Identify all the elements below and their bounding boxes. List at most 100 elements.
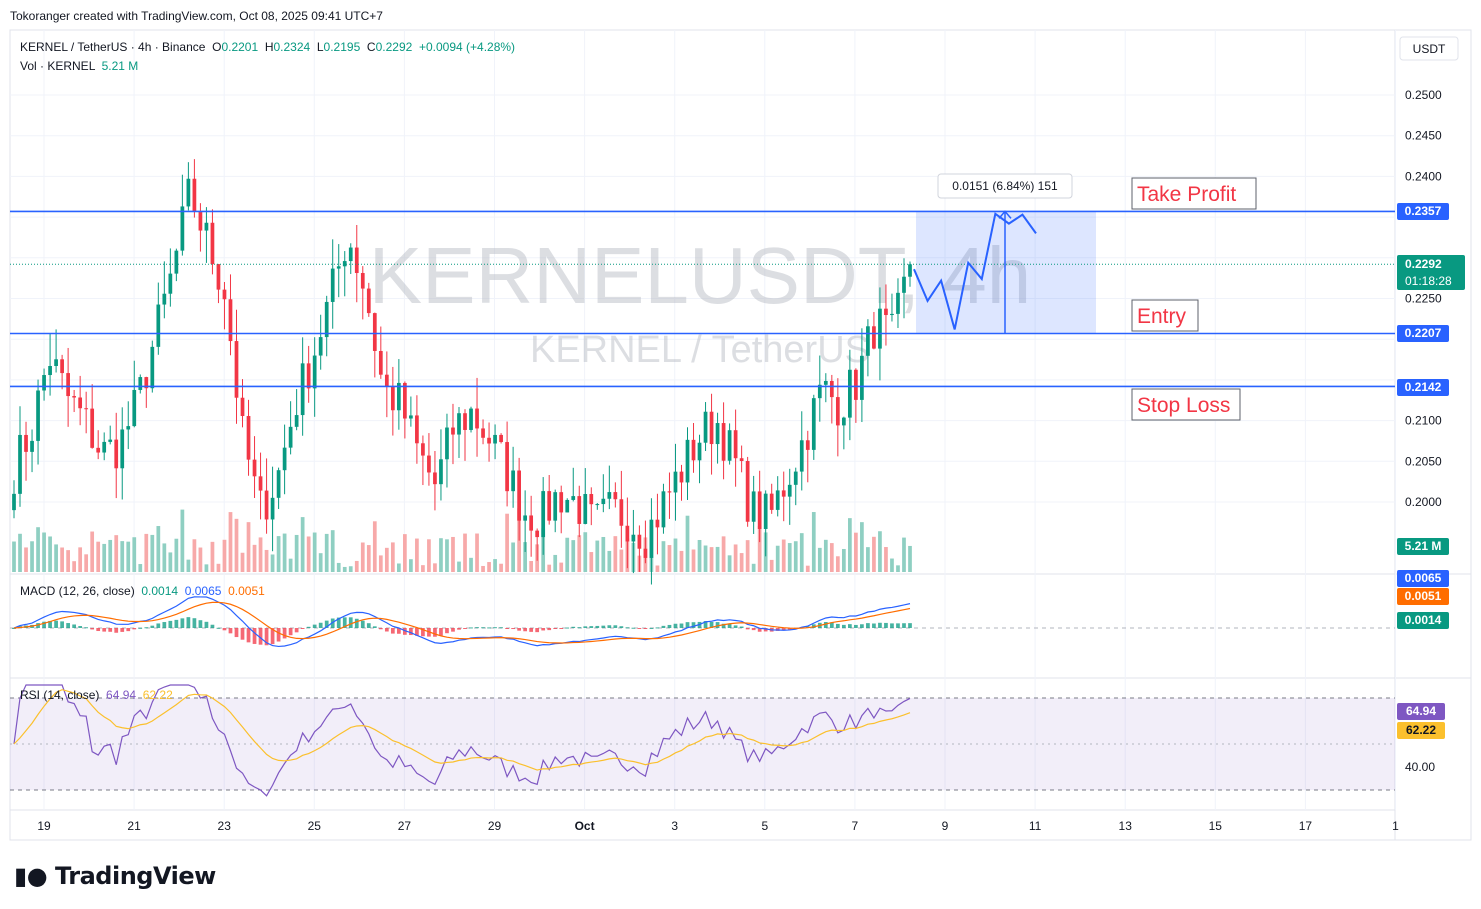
volume-bar <box>848 518 852 572</box>
time-tick-label: 19 <box>37 819 51 833</box>
countdown-text: 01:18:28 <box>1405 274 1452 288</box>
macd-hist-bar <box>745 628 750 630</box>
take-profit-label-box[interactable] <box>1131 177 1257 210</box>
macd-hist-bar <box>529 628 534 632</box>
symbol-name[interactable]: KERNEL / TetherUS · 4h · Binance <box>20 40 206 54</box>
candle-body <box>860 355 864 400</box>
rsi-legend-value: 64.94 <box>106 688 137 702</box>
candle-body <box>547 491 552 521</box>
volume-bar <box>571 540 576 572</box>
volume-bar <box>204 564 209 572</box>
rsi-band <box>10 698 1395 790</box>
volume-bar <box>697 539 702 572</box>
volume-bar <box>908 545 912 572</box>
macd-legend-label[interactable]: MACD (12, 26, close) <box>20 584 135 598</box>
watermark-main: KERNELUSDT, 4h <box>369 231 1031 320</box>
tradingview-logo[interactable]: ▮● TradingView <box>14 862 216 890</box>
volume-bar <box>300 517 305 572</box>
candle-body <box>685 439 690 483</box>
projection-box[interactable] <box>916 211 1096 334</box>
measure-tool[interactable] <box>998 210 1012 334</box>
candle-body <box>535 530 540 538</box>
macd-hist-bar <box>457 628 461 630</box>
macd-hist-bar <box>258 628 263 645</box>
candle-body <box>890 313 894 316</box>
take-profit-price-text: 0.2357 <box>1405 204 1442 218</box>
candle-body <box>126 426 131 430</box>
volume-bar <box>896 565 900 572</box>
volume-bar <box>655 565 660 572</box>
macd-hist-bar <box>120 628 125 632</box>
candle-body <box>36 390 40 441</box>
macd-hist-bar <box>481 627 485 629</box>
macd-hist-bar <box>84 627 89 629</box>
low-label: L <box>316 40 324 54</box>
stop-loss-label-box[interactable] <box>1131 388 1241 421</box>
candle-body <box>908 264 912 277</box>
macd-hist-bar <box>589 626 594 628</box>
measure-label: 0.0151 (6.84%) 151 <box>952 179 1058 193</box>
macd-hist-bar <box>300 628 305 629</box>
volume-bar <box>469 557 473 572</box>
rsi-legend-label[interactable]: RSI (14, close) <box>20 688 100 702</box>
candle-body <box>691 439 696 461</box>
volume-label[interactable]: Vol · KERNEL <box>20 59 95 73</box>
rsi-tag-text: 64.94 <box>1406 704 1436 718</box>
candle-body <box>378 350 383 375</box>
macd-hist-bar <box>896 623 900 628</box>
time-tick-label: 29 <box>488 819 502 833</box>
macd-hist-bar <box>288 628 293 636</box>
candle-body <box>829 380 834 398</box>
currency-button[interactable] <box>1399 36 1459 61</box>
macd-hist-bar <box>102 628 107 632</box>
candle-body <box>192 178 197 213</box>
volume-bar <box>312 532 317 572</box>
candle-body <box>108 439 113 442</box>
volume-bar <box>72 561 76 572</box>
volume-bar <box>90 531 95 572</box>
tradingview-logo-text: TradingView <box>55 862 216 890</box>
candle-body <box>457 413 461 435</box>
macd-hist-bar <box>511 628 515 630</box>
macd-hist-bar <box>228 628 233 634</box>
candle-body <box>54 359 58 367</box>
volume-bar <box>547 564 552 572</box>
macd-hist-bar <box>240 628 245 640</box>
volume-bar <box>817 547 822 572</box>
volume-bar <box>240 552 245 572</box>
volume-bar <box>276 536 281 572</box>
macd-hist-bar <box>854 624 858 628</box>
macd-hist-bar <box>595 625 600 628</box>
candle-body <box>559 492 564 513</box>
candle-body <box>396 382 401 411</box>
volume-bar <box>198 547 203 572</box>
macd-hist-bar <box>439 628 443 636</box>
candle-body <box>577 496 582 524</box>
macd-hist-bar <box>541 628 546 631</box>
volume-bar <box>54 544 58 572</box>
candle-body <box>300 363 305 416</box>
volume-bar <box>499 563 503 572</box>
volume-bar <box>18 533 22 572</box>
projection-path[interactable] <box>913 212 1037 330</box>
volume-bar <box>751 563 756 572</box>
volume-bar <box>679 550 684 572</box>
macd-hist-bar <box>415 628 419 636</box>
entry-label-box[interactable] <box>1131 299 1199 332</box>
macd-hist-bar <box>312 624 317 628</box>
volume-bar <box>890 558 894 572</box>
candles <box>12 159 912 585</box>
candle-body <box>216 264 221 290</box>
volume-bar <box>126 541 131 572</box>
macd-hist-bar <box>384 628 389 632</box>
volume-bar <box>306 536 311 572</box>
macd-hist-bar <box>505 628 509 629</box>
candle-body <box>481 428 485 438</box>
macd-legend-macd: 0.0065 <box>184 584 222 598</box>
macd-hist-bar <box>234 628 239 638</box>
candle-body <box>427 455 431 473</box>
volume-bar <box>264 549 269 572</box>
macd-hist-bar <box>721 623 726 628</box>
volume-bar <box>667 545 672 572</box>
